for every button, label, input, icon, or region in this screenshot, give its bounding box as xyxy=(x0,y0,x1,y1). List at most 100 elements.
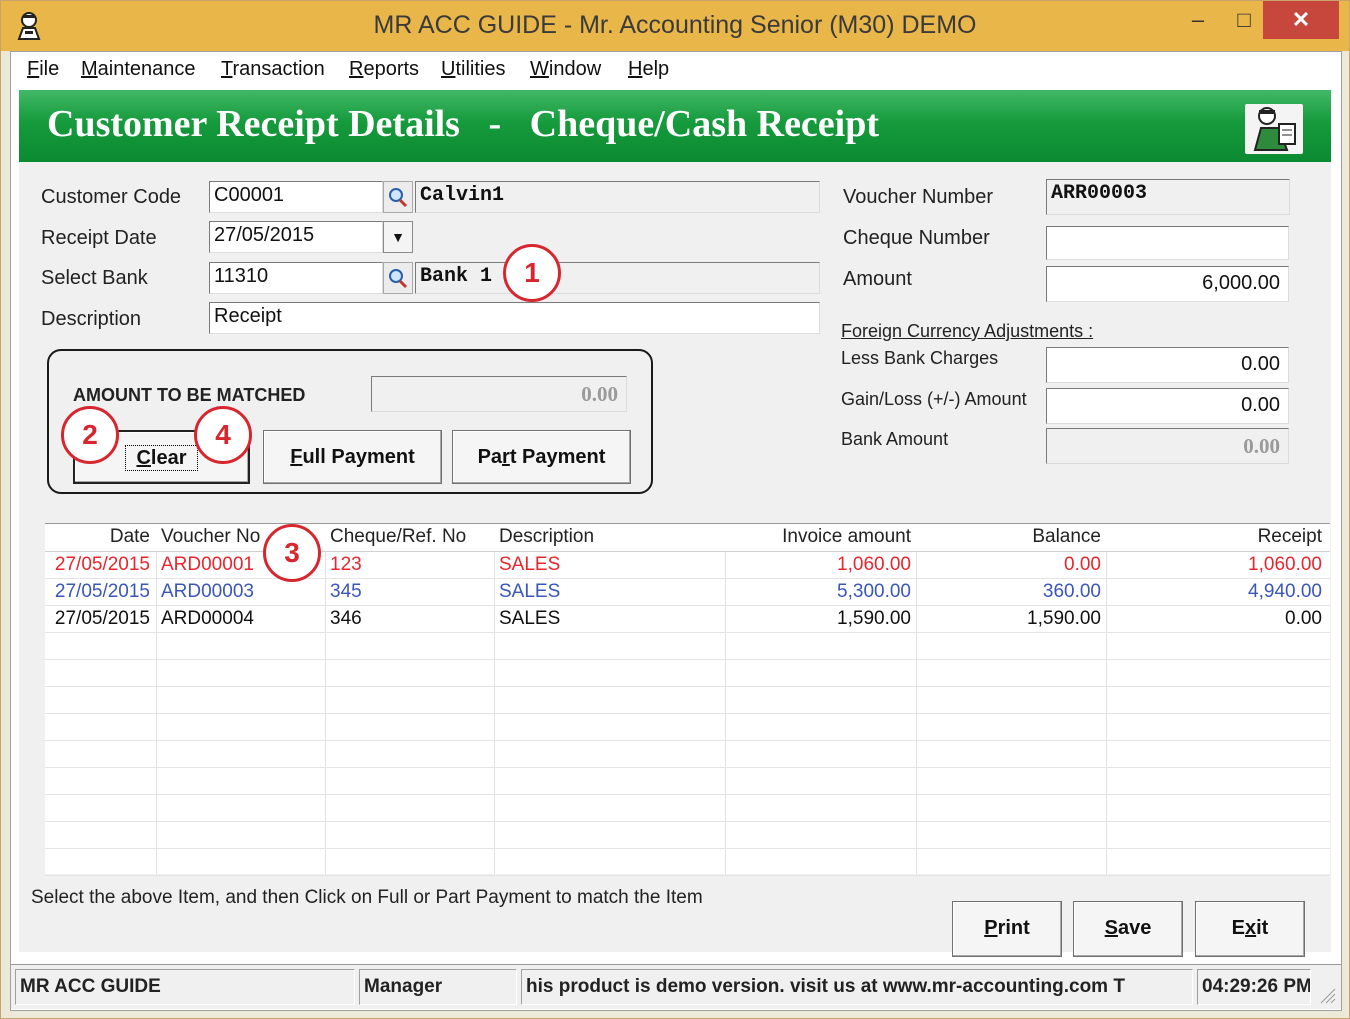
bank-amount-field: 0.00 xyxy=(1046,428,1289,464)
callout-3: 3 xyxy=(263,524,321,582)
bank-amount-label: Bank Amount xyxy=(841,429,949,449)
cell-date: 27/05/2015 xyxy=(54,581,150,602)
menu-bar: File Maintenance Transaction Reports Uti… xyxy=(11,52,1341,88)
receipt-form: Customer Receipt Details - Cheque/Cash R… xyxy=(19,90,1331,957)
exit-button[interactable]: Exit xyxy=(1195,901,1305,957)
cell-date: 27/05/2015 xyxy=(54,554,150,575)
search-icon xyxy=(389,188,408,208)
bank-charges-field[interactable]: 0.00 xyxy=(1046,347,1289,383)
col-receipt[interactable]: Receipt xyxy=(1257,526,1322,547)
cell-invoice: 1,590.00 xyxy=(837,608,911,629)
menu-transaction[interactable]: Transaction xyxy=(221,58,325,80)
gain-loss-label: Gain/Loss (+/-) Amount xyxy=(841,389,1027,409)
menu-window[interactable]: Window xyxy=(530,58,602,80)
amount-field[interactable]: 6,000.00 xyxy=(1046,266,1289,302)
cell-receipt: 1,060.00 xyxy=(1248,554,1322,575)
description-field[interactable]: Receipt xyxy=(209,302,820,334)
table-header: Date Voucher No Cheque/Ref. No Descripti… xyxy=(45,524,1330,552)
cell-cheque: 123 xyxy=(330,554,362,575)
col-invoice-amount[interactable]: Invoice amount xyxy=(782,526,911,547)
empty-row xyxy=(45,632,1330,660)
full-payment-button[interactable]: Full Payment xyxy=(263,430,442,484)
empty-row xyxy=(45,794,1330,822)
description-label: Description xyxy=(41,308,142,330)
cell-date: 27/05/2015 xyxy=(54,608,150,629)
table-row[interactable]: 27/05/2015 ARD00003 345 SALES 5,300.00 360.00… xyxy=(45,578,1330,606)
gain-loss-field[interactable]: 0.00 xyxy=(1046,388,1289,424)
cheque-number-field[interactable] xyxy=(1046,226,1289,260)
table-row[interactable]: 27/05/2015 ARD00001 123 SALES 1,060.00 0.00 1,… xyxy=(45,551,1330,579)
menu-utilities[interactable]: Utilities xyxy=(441,58,506,80)
cell-description: SALES xyxy=(499,608,561,629)
status-app: MR ACC GUIDE xyxy=(15,969,355,1005)
voucher-number-label: Voucher Number xyxy=(843,186,994,208)
col-description[interactable]: Description xyxy=(499,526,595,547)
select-bank-label: Select Bank xyxy=(41,267,148,289)
amount-label: Amount xyxy=(843,268,912,290)
cell-balance: 0.00 xyxy=(1064,554,1101,575)
search-icon xyxy=(389,269,408,289)
empty-row xyxy=(45,713,1330,741)
cell-balance: 1,590.00 xyxy=(1027,608,1101,629)
empty-row xyxy=(45,848,1330,876)
close-button[interactable]: ✕ xyxy=(1263,1,1339,39)
cell-invoice: 5,300.00 xyxy=(837,581,911,602)
cell-voucher: ARD00001 xyxy=(161,554,254,575)
minimize-button[interactable]: ‒ xyxy=(1191,7,1205,32)
table-row[interactable]: 27/05/2015 ARD00004 346 SALES 1,590.00 1,590.… xyxy=(45,605,1330,633)
status-bar: MR ACC GUIDE Manager his product is demo… xyxy=(11,964,1341,1009)
bank-name-field: Bank 1 xyxy=(415,262,820,294)
col-cheque-ref[interactable]: Cheque/Ref. No xyxy=(330,526,467,547)
receipt-date-label: Receipt Date xyxy=(41,227,157,249)
cell-voucher: ARD00003 xyxy=(161,581,254,602)
bank-charges-label: Less Bank Charges xyxy=(841,348,999,368)
customer-code-field[interactable]: C00001 xyxy=(209,181,383,213)
form-title: Customer Receipt Details - Cheque/Cash R… xyxy=(47,103,880,145)
empty-row xyxy=(45,767,1330,795)
part-payment-button[interactable]: Part Payment xyxy=(452,430,631,484)
date-dropdown-button[interactable]: ▼ xyxy=(383,221,413,253)
empty-row xyxy=(45,740,1330,768)
callout-4: 4 xyxy=(194,406,252,464)
bank-lookup-button[interactable] xyxy=(383,262,413,294)
bank-code-field[interactable]: 11310 xyxy=(209,262,383,294)
print-button[interactable]: Print xyxy=(952,901,1062,957)
status-user: Manager xyxy=(359,969,517,1005)
callout-1: 1 xyxy=(503,244,561,302)
cell-invoice: 1,060.00 xyxy=(837,554,911,575)
menu-maintenance[interactable]: Maintenance xyxy=(81,58,196,80)
status-time: 04:29:26 PM xyxy=(1197,969,1311,1005)
customer-name-field: Calvin1 xyxy=(415,181,820,213)
resize-grip-icon[interactable] xyxy=(1317,985,1337,1005)
callout-2: 2 xyxy=(61,406,119,464)
empty-row xyxy=(45,821,1330,849)
menu-file[interactable]: File xyxy=(27,58,60,80)
cell-receipt: 0.00 xyxy=(1285,608,1322,629)
voucher-number-field: ARR00003 xyxy=(1046,179,1290,215)
title-bar[interactable]: MR ACC GUIDE - Mr. Accounting Senior (M3… xyxy=(1,1,1349,51)
col-date[interactable]: Date xyxy=(109,526,150,547)
client-area: File Maintenance Transaction Reports Uti… xyxy=(10,51,1342,1011)
cell-description: SALES xyxy=(499,581,561,602)
customer-lookup-button[interactable] xyxy=(383,181,413,213)
cell-voucher: ARD00004 xyxy=(161,608,254,629)
amount-to-match-field: 0.00 xyxy=(371,376,627,412)
customer-code-label: Customer Code xyxy=(41,186,182,208)
amount-to-match-label: AMOUNT TO BE MATCHED xyxy=(73,385,306,405)
instruction-text: Select the above Item, and then Click on… xyxy=(31,887,703,908)
cell-receipt: 4,940.00 xyxy=(1248,581,1322,602)
window-title: MR ACC GUIDE - Mr. Accounting Senior (M3… xyxy=(373,11,977,39)
empty-row xyxy=(45,686,1330,714)
menu-help[interactable]: Help xyxy=(628,58,670,80)
receipt-date-field[interactable]: 27/05/2015 xyxy=(209,221,383,253)
col-voucher-no[interactable]: Voucher No xyxy=(161,526,261,547)
cheque-number-label: Cheque Number xyxy=(843,227,990,249)
invoice-table: Date Voucher No Cheque/Ref. No Descripti… xyxy=(45,523,1330,876)
maximize-button[interactable]: □ xyxy=(1237,7,1251,32)
menu-reports[interactable]: Reports xyxy=(349,58,420,80)
accountant-icon xyxy=(1245,104,1303,154)
col-balance[interactable]: Balance xyxy=(1032,526,1101,547)
cell-balance: 360.00 xyxy=(1042,581,1101,602)
save-button[interactable]: Save xyxy=(1073,901,1183,957)
